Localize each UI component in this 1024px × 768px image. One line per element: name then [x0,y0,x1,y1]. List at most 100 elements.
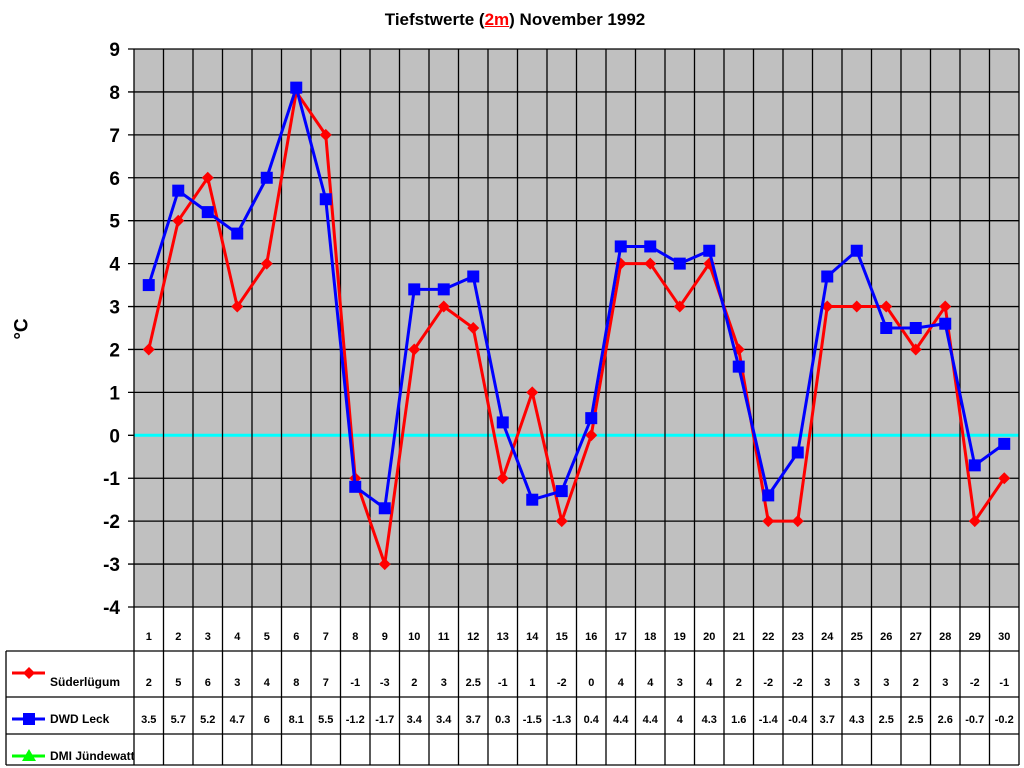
data-point-diamond-icon [496,472,509,485]
table-cell: 4.3 [702,714,717,726]
data-point-square-icon [349,480,362,493]
table-cell: -1.2 [346,714,365,726]
data-point-diamond-icon [585,429,598,442]
table-cell: -1 [350,677,360,689]
data-point-square-icon [644,240,657,253]
table-cell: 3 [677,677,683,689]
table-cell: 4 [618,677,625,689]
data-point-square-icon [968,459,981,472]
table-cell: -1 [999,677,1009,689]
data-point-diamond-icon [644,257,657,270]
table-cell: 4.3 [849,714,864,726]
data-point-square-icon [378,502,391,515]
x-category-label: 30 [998,631,1010,643]
x-category-label: 16 [585,631,597,643]
table-cell: 8 [293,677,299,689]
legend-marker-diamond-icon [23,667,35,679]
x-category-label: 11 [438,631,450,643]
y-tick-label: 1 [109,383,120,404]
data-point-square-icon [319,193,332,206]
data-point-square-icon [290,81,303,94]
data-point-square-icon [732,360,745,373]
table-cell: 4.4 [643,714,659,726]
y-tick-label: 2 [109,340,120,361]
data-point-diamond-icon [172,214,185,227]
x-category-label: 15 [556,631,568,643]
x-category-label: 26 [880,631,892,643]
x-category-label: 5 [264,631,270,643]
table-cell: 4 [706,677,713,689]
table-cell: 1 [529,677,535,689]
table-cell: -0.2 [995,714,1014,726]
x-category-label: 25 [851,631,863,643]
table-cell: 8.1 [289,714,304,726]
x-category-label: 18 [644,631,656,643]
x-category-label: 21 [733,631,745,643]
table-cell: 0.4 [584,714,600,726]
data-point-diamond-icon [467,322,480,334]
data-point-square-icon [142,279,155,292]
y-tick-label: -2 [103,512,120,533]
legend-marker-square-icon [23,713,35,725]
table-cell: 4.4 [613,714,629,726]
table-cell: 0 [588,677,594,689]
y-tick-label: 7 [109,126,120,147]
data-point-square-icon [614,240,627,253]
table-cell: -1.4 [759,714,779,726]
table-cell: 3.4 [407,714,423,726]
table-cell: -2 [763,677,773,689]
x-category-label: 12 [467,631,479,643]
data-point-square-icon [939,317,952,330]
data-point-square-icon [850,244,863,257]
data-point-square-icon [673,257,686,270]
legend-marker-triangle-icon [22,749,36,761]
data-point-diamond-icon [201,171,214,184]
data-point-square-icon [260,171,273,184]
data-point-diamond-icon [437,300,450,313]
x-category-label: 19 [674,631,686,643]
data-point-diamond-icon [378,558,391,571]
data-point-square-icon [555,485,568,498]
data-point-square-icon [791,446,804,459]
table-cell: 2.5 [908,714,923,726]
table-cell: 6 [205,677,211,689]
table-cell: 2 [736,677,742,689]
data-point-diamond-icon [850,300,863,313]
data-point-diamond-icon [408,343,421,356]
y-tick-label: 5 [109,212,120,233]
table-cell: 4 [677,714,684,726]
title-accent: 2m [484,10,510,29]
y-tick-label: -4 [103,598,120,619]
table-cell: 3 [854,677,860,689]
table-cell: 3.7 [466,714,481,726]
data-point-diamond-icon [821,300,834,313]
x-category-label: 2 [175,631,181,643]
data-point-square-icon [526,493,539,506]
x-category-label: 4 [234,631,241,643]
chart-title: Tiefstwerte (2m) November 1992 [0,10,1024,30]
data-point-diamond-icon [673,300,686,313]
x-category-label: 17 [615,631,627,643]
table-cell: 2 [146,677,152,689]
data-point-diamond-icon [939,300,952,313]
title-prefix: Tiefstwerte ( [384,10,485,29]
data-point-square-icon [467,270,480,283]
table-cell: -1.7 [375,714,394,726]
table-cell: -0.7 [965,714,984,726]
data-point-square-icon [703,244,716,257]
data-point-diamond-icon [880,300,893,313]
x-category-label: 13 [497,631,509,643]
legend-label: Süderlügum [50,675,120,689]
x-category-label: 1 [146,631,152,643]
data-point-diamond-icon [998,472,1011,485]
data-point-diamond-icon [909,343,922,356]
series-line [147,82,1006,511]
x-category-label: 6 [293,631,299,643]
x-category-label: 24 [821,631,834,643]
y-tick-label: -3 [103,555,120,576]
x-category-label: 28 [939,631,951,643]
data-point-square-icon [408,283,421,296]
legend-label: DMI Jündewatt [50,749,135,763]
data-point-square-icon [496,416,509,429]
table-cell: -2 [970,677,980,689]
